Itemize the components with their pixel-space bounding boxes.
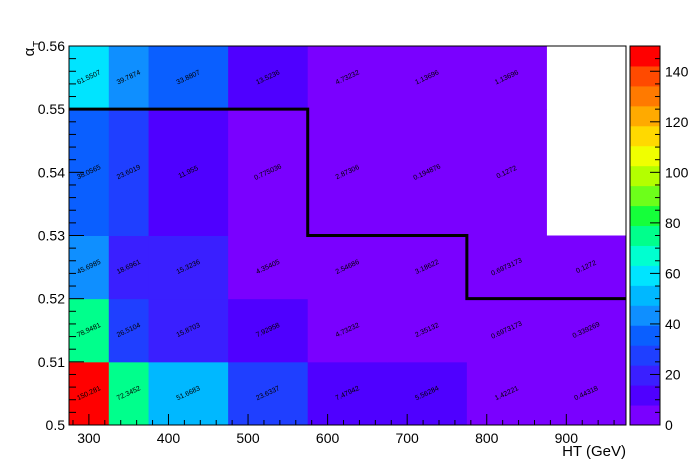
y-tick-label: 0.53: [38, 228, 65, 244]
x-tick-label: 300: [77, 430, 101, 446]
heatmap-cell: [546, 361, 627, 426]
color-scale-swatch: [630, 365, 660, 386]
z-tick-label: 0: [665, 417, 673, 433]
x-axis: 300 400 500 600 700 800 900: [72, 414, 615, 446]
heatmap-cell: [228, 109, 309, 236]
color-scale-swatch: [630, 225, 660, 246]
color-scale-swatch: [630, 265, 660, 286]
color-scale-swatch: [630, 105, 660, 127]
y-axis-title: α: [21, 47, 38, 56]
heatmap-cell: [108, 361, 150, 426]
y-tick-label: 0.52: [38, 291, 65, 307]
heatmap-cell: [307, 46, 388, 110]
heatmap-cell: [228, 298, 309, 363]
heatmap-cell: [466, 361, 547, 426]
color-scale-swatch: [630, 145, 660, 167]
y-tick-label: 0.55: [38, 101, 65, 117]
heatmap-cell: [228, 361, 309, 426]
y-axis: 0.5 0.51 0.52 0.53 0.54 0.55 0.56: [38, 38, 84, 433]
color-scale: 0 20 40 60 80 100 120 140: [629, 45, 689, 433]
heatmap-cell: [307, 235, 388, 300]
heatmap-cell: [108, 109, 150, 236]
heatmap-cell: [228, 235, 309, 300]
x-tick-label: 900: [555, 430, 579, 446]
z-tick-label: 20: [665, 366, 681, 382]
heatmap-cell: [108, 46, 150, 110]
z-tick-label: 60: [665, 265, 681, 281]
heatmap-cell: [307, 298, 388, 363]
heatmap-cells: [69, 46, 627, 426]
x-tick-label: 400: [157, 430, 181, 446]
color-scale-swatch: [630, 205, 660, 227]
color-scale-swatch: [630, 65, 660, 87]
heatmap-cell: [148, 298, 229, 363]
x-axis-title: HT (GeV): [562, 443, 626, 460]
heatmap-cell: [69, 235, 110, 300]
selection-cut-line: [69, 107, 626, 301]
y-tick-label: 0.5: [46, 417, 66, 433]
x-tick-label: 600: [316, 430, 340, 446]
heatmap-cell: [228, 46, 309, 110]
heatmap-cell: [108, 298, 150, 363]
color-scale-swatch: [630, 125, 660, 147]
heatmap-cell: [148, 361, 229, 426]
color-scale-swatch: [630, 165, 660, 187]
z-tick-label: 140: [665, 63, 689, 79]
heatmap-cell: [466, 109, 547, 236]
heatmap-cell: [466, 298, 547, 363]
heatmap-cell: [148, 46, 229, 110]
z-tick-label: 80: [665, 215, 681, 231]
color-scale-swatch: [630, 85, 660, 107]
y-axis-title-group: α T: [21, 41, 43, 56]
z-tick-label: 120: [665, 114, 689, 130]
color-scale-swatch: [630, 325, 660, 346]
color-scale-swatch: [630, 305, 660, 326]
heatmap-cell: [387, 361, 468, 426]
heatmap-cell: [148, 109, 229, 236]
heatmap-cell: [466, 235, 547, 300]
color-scale-swatch: [630, 46, 660, 67]
z-tick-label: 100: [665, 164, 689, 180]
heatmap-cell: [387, 298, 468, 363]
x-tick-label: 500: [236, 430, 260, 446]
color-scale-swatch: [630, 245, 660, 266]
color-scale-swatch: [630, 185, 660, 207]
z-tick-label: 40: [665, 316, 681, 332]
heatmap-cell: [69, 46, 110, 110]
color-scale-swatch: [630, 345, 660, 366]
heatmap-cell: [546, 235, 627, 300]
y-tick-label: 0.56: [38, 38, 65, 54]
y-tick-label: 0.51: [38, 354, 65, 370]
heatmap-cell: [307, 361, 388, 426]
color-scale-swatch: [630, 405, 660, 426]
heatmap-cell: [148, 235, 229, 300]
heatmap-cell: [387, 109, 468, 236]
heatmap-cell: [108, 235, 150, 300]
heatmap-cell: [387, 235, 468, 300]
y-tick-label: 0.54: [38, 164, 65, 180]
heatmap-cell: [466, 46, 547, 110]
heatmap-cell: [307, 109, 388, 236]
color-scale-swatch: [630, 385, 660, 406]
heatmap-cell: [387, 46, 468, 110]
x-tick-label: 800: [475, 430, 499, 446]
x-tick-label: 700: [395, 430, 419, 446]
heatmap-cell: [546, 298, 627, 363]
y-axis-title-subscript: T: [32, 41, 43, 47]
color-scale-swatch: [630, 285, 660, 306]
heatmap-cell: [69, 298, 110, 363]
